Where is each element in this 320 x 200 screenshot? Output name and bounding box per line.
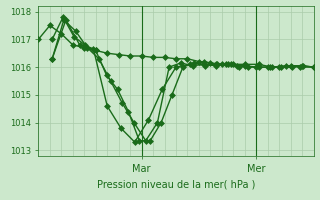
- X-axis label: Pression niveau de la mer( hPa ): Pression niveau de la mer( hPa ): [97, 179, 255, 189]
